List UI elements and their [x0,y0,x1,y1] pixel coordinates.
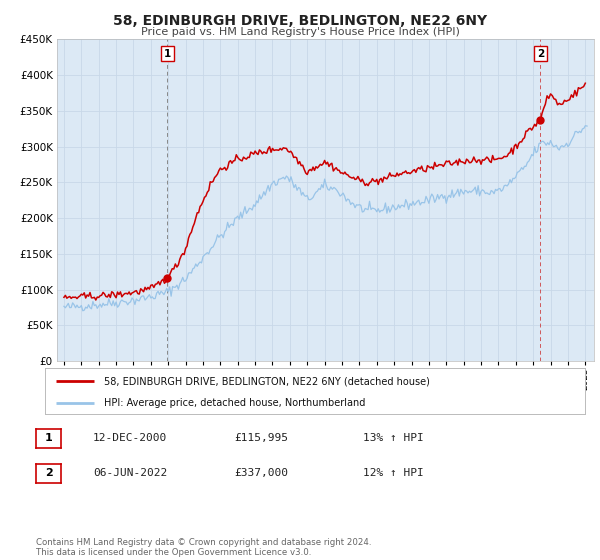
Text: 12% ↑ HPI: 12% ↑ HPI [363,468,424,478]
Text: £337,000: £337,000 [234,468,288,478]
Text: £115,995: £115,995 [234,433,288,444]
Text: HPI: Average price, detached house, Northumberland: HPI: Average price, detached house, Nort… [104,398,366,408]
Text: 06-JUN-2022: 06-JUN-2022 [93,468,167,478]
Text: 13% ↑ HPI: 13% ↑ HPI [363,433,424,444]
Text: Price paid vs. HM Land Registry's House Price Index (HPI): Price paid vs. HM Land Registry's House … [140,27,460,37]
Text: 58, EDINBURGH DRIVE, BEDLINGTON, NE22 6NY (detached house): 58, EDINBURGH DRIVE, BEDLINGTON, NE22 6N… [104,376,430,386]
Text: 1: 1 [164,49,171,58]
Text: 12-DEC-2000: 12-DEC-2000 [93,433,167,444]
Text: 58, EDINBURGH DRIVE, BEDLINGTON, NE22 6NY: 58, EDINBURGH DRIVE, BEDLINGTON, NE22 6N… [113,14,487,28]
Text: 1: 1 [45,433,52,444]
Text: 2: 2 [537,49,544,58]
Text: 2: 2 [45,468,52,478]
Text: Contains HM Land Registry data © Crown copyright and database right 2024.
This d: Contains HM Land Registry data © Crown c… [36,538,371,557]
